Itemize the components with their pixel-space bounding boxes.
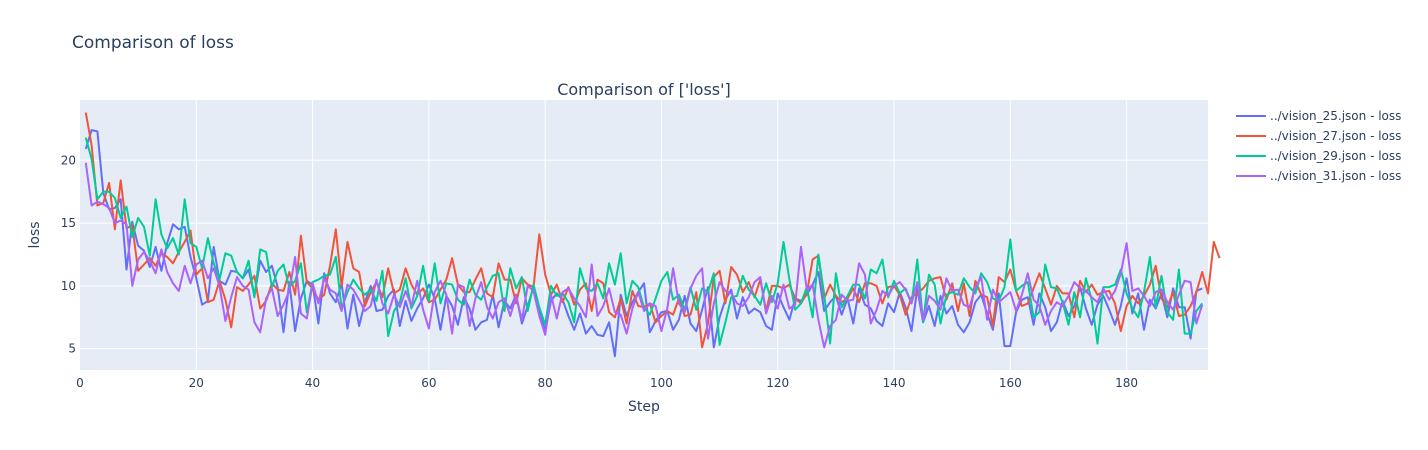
legend-swatch bbox=[1236, 155, 1266, 157]
x-tick-label: 80 bbox=[538, 376, 553, 390]
legend-item-3[interactable]: ../vision_29.json - loss bbox=[1236, 146, 1401, 166]
y-axis-label: loss bbox=[27, 221, 43, 248]
y-tick-label: 15 bbox=[61, 216, 76, 230]
legend-swatch bbox=[1236, 115, 1266, 117]
x-tick-label: 0 bbox=[76, 376, 84, 390]
legend-item-1[interactable]: ../vision_25.json - loss bbox=[1236, 106, 1401, 126]
legend: ../vision_25.json - loss ../vision_27.jso… bbox=[1236, 106, 1401, 186]
legend-swatch bbox=[1236, 135, 1266, 137]
plot-background bbox=[80, 100, 1208, 370]
x-tick-label: 20 bbox=[189, 376, 204, 390]
chart-title: Comparison of ['loss'] bbox=[557, 80, 731, 99]
y-tick-label: 5 bbox=[68, 342, 76, 356]
x-tick-label: 100 bbox=[650, 376, 673, 390]
x-tick-label: 160 bbox=[999, 376, 1022, 390]
x-tick-label: 120 bbox=[766, 376, 789, 390]
legend-label: ../vision_31.json - loss bbox=[1270, 169, 1401, 183]
legend-item-2[interactable]: ../vision_27.json - loss bbox=[1236, 126, 1401, 146]
legend-swatch bbox=[1236, 175, 1266, 177]
x-tick-label: 60 bbox=[421, 376, 436, 390]
legend-label: ../vision_27.json - loss bbox=[1270, 129, 1401, 143]
y-tick-label: 20 bbox=[61, 153, 76, 167]
legend-item-4[interactable]: ../vision_31.json - loss bbox=[1236, 166, 1401, 186]
legend-label: ../vision_25.json - loss bbox=[1270, 109, 1401, 123]
y-tick-label: 10 bbox=[61, 279, 76, 293]
legend-label: ../vision_29.json - loss bbox=[1270, 149, 1401, 163]
x-tick-label: 40 bbox=[305, 376, 320, 390]
x-tick-label: 180 bbox=[1115, 376, 1138, 390]
x-tick-label: 140 bbox=[883, 376, 906, 390]
x-axis-label: Step bbox=[628, 399, 660, 415]
